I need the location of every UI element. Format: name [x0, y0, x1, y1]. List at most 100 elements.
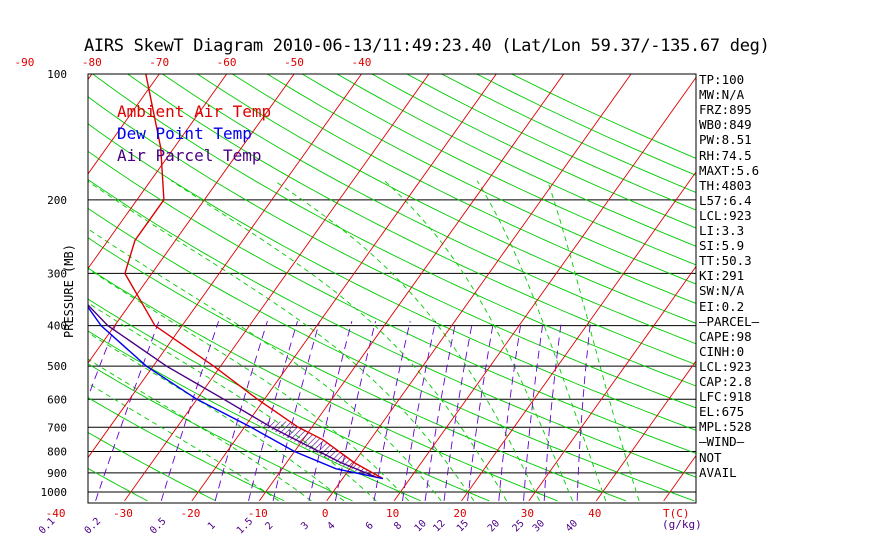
isotherm-line [393, 76, 696, 502]
index-value: MPL:528 [699, 419, 752, 435]
mixing-ratio-line [308, 320, 353, 501]
moist-adiabat-line [274, 180, 540, 502]
mixing-ratio-line [424, 321, 457, 501]
dry-adiabat-line [88, 298, 490, 502]
pressure-tick-label: 300 [47, 267, 67, 280]
index-value: —WIND— [699, 434, 745, 450]
mixing-ratio-tick-label: 40 [564, 518, 580, 534]
index-value: FRZ:895 [699, 102, 752, 118]
index-value: RH:74.5 [699, 147, 752, 163]
isotherm-line [88, 74, 228, 270]
top-temp-tick-label: -90 [14, 56, 34, 69]
pressure-tick-label: 800 [47, 445, 67, 458]
mixing-ratio-line [88, 320, 118, 399]
dry-adiabat-line [88, 330, 422, 502]
mixing-ratio-line [443, 321, 474, 501]
top-temp-tick-label: -50 [284, 56, 304, 69]
isotherm-line [88, 74, 160, 175]
isotherm-line [461, 171, 696, 502]
y-axis-label: PRESSURE (MB) [62, 244, 76, 338]
dry-adiabat-line [88, 267, 558, 502]
index-value: LCL:923 [699, 358, 752, 374]
mixing-ratio-line [467, 321, 495, 501]
mixing-ratio-tick-label: 20 [486, 518, 502, 534]
mixing-ratio-line [523, 321, 544, 501]
pressure-tick-label: 1000 [41, 486, 68, 499]
index-value: TH:4803 [699, 177, 752, 193]
index-value: AVAIL [699, 464, 737, 480]
index-value: WB0:849 [699, 117, 752, 133]
index-value: EI:0.2 [699, 298, 745, 314]
pressure-tick-label: 400 [47, 320, 67, 333]
mixing-ratio-tick-label: 0.5 [148, 516, 169, 537]
mixing-ratio-line [402, 321, 437, 501]
index-value: MW:N/A [699, 87, 745, 103]
legend-dew-point-temp: Dew Point Temp [117, 124, 252, 143]
index-value: NOT [699, 449, 722, 465]
isotherm-line [528, 265, 696, 502]
index-value: PW:8.51 [699, 132, 752, 148]
dry-adiabat-line [88, 179, 696, 478]
moist-adiabat-line [88, 180, 475, 502]
mixing-ratio-line [576, 321, 592, 501]
dry-adiabat-line [301, 74, 696, 266]
pressure-tick-label: 700 [47, 421, 67, 434]
legend-ambient-air-temp: Ambient Air Temp [117, 102, 272, 121]
mixing-ratio-axis-label: (g/kg) [662, 518, 702, 531]
index-value: MAXT:5.6 [699, 162, 760, 178]
mixing-ratio-tick-label: 4 [326, 520, 338, 532]
index-value: CINH:0 [699, 343, 745, 359]
pressure-tick-label: 100 [47, 68, 67, 81]
isotherm-line [88, 74, 295, 364]
pressure-tick-label: 200 [47, 194, 67, 207]
index-value: EL:675 [699, 404, 745, 420]
plot-frame [87, 73, 697, 504]
dew-point-temp-line [88, 305, 384, 480]
bottom-temp-tick-label: -10 [248, 507, 268, 520]
mixing-ratio-tick-label: 8 [392, 520, 404, 532]
bottom-temp-tick-label: 10 [386, 507, 399, 520]
mixing-ratio-tick-label: 25 [510, 518, 526, 534]
moist-adiabat-line [476, 180, 607, 502]
mixing-ratio-line [543, 321, 562, 501]
isotherm-line [663, 454, 696, 502]
mixing-ratio-tick-label: 1 [206, 520, 218, 532]
index-value: CAP:2.8 [699, 374, 752, 389]
mixing-ratio-tick-label: 3 [299, 520, 311, 532]
mixing-ratio-tick-label: 2 [264, 520, 276, 532]
isotherm-line [0, 65, 31, 501]
moist-adiabat-line [384, 180, 574, 502]
dry-adiabat-line [88, 467, 148, 502]
bottom-temp-tick-label: -20 [180, 507, 200, 520]
dry-adiabat-line [267, 74, 696, 285]
mixing-ratio-line [373, 320, 411, 501]
top-temp-tick-label: -70 [149, 56, 169, 69]
dry-adiabat-line [88, 207, 695, 502]
moist-adiabat-line [88, 268, 410, 502]
moist-adiabat-line [88, 382, 279, 502]
index-value: LFC:918 [699, 389, 752, 405]
mixing-ratio-tick-label: 12 [431, 518, 447, 534]
pressure-tick-label: 600 [47, 393, 67, 406]
cape-area [256, 421, 380, 477]
isotherm-line [88, 74, 363, 459]
dry-adiabat-line [88, 123, 696, 431]
bottom-temp-tick-label: 30 [521, 507, 534, 520]
bottom-temp-tick-label: 0 [322, 507, 329, 520]
mixing-ratio-tick-label: 30 [531, 518, 547, 534]
index-value: LI:3.3 [699, 223, 745, 238]
mixing-ratio-line [214, 320, 268, 502]
ambient-air-temp-line [124, 74, 384, 480]
dry-adiabat-line [371, 74, 696, 229]
bottom-temp-tick-label: -30 [113, 507, 133, 520]
isotherm-line [258, 74, 565, 502]
index-value: L57:6.4 [699, 192, 752, 208]
mixing-ratio-line [248, 320, 298, 502]
dry-adiabat-line [127, 74, 696, 366]
mixing-ratio-tick-label: 6 [364, 520, 376, 532]
dry-adiabat-line [88, 237, 627, 502]
index-value: —PARCEL— [699, 313, 760, 329]
isotherm-line [124, 74, 430, 502]
index-value: TT:50.3 [699, 253, 752, 269]
moist-adiabat-line [88, 358, 312, 502]
